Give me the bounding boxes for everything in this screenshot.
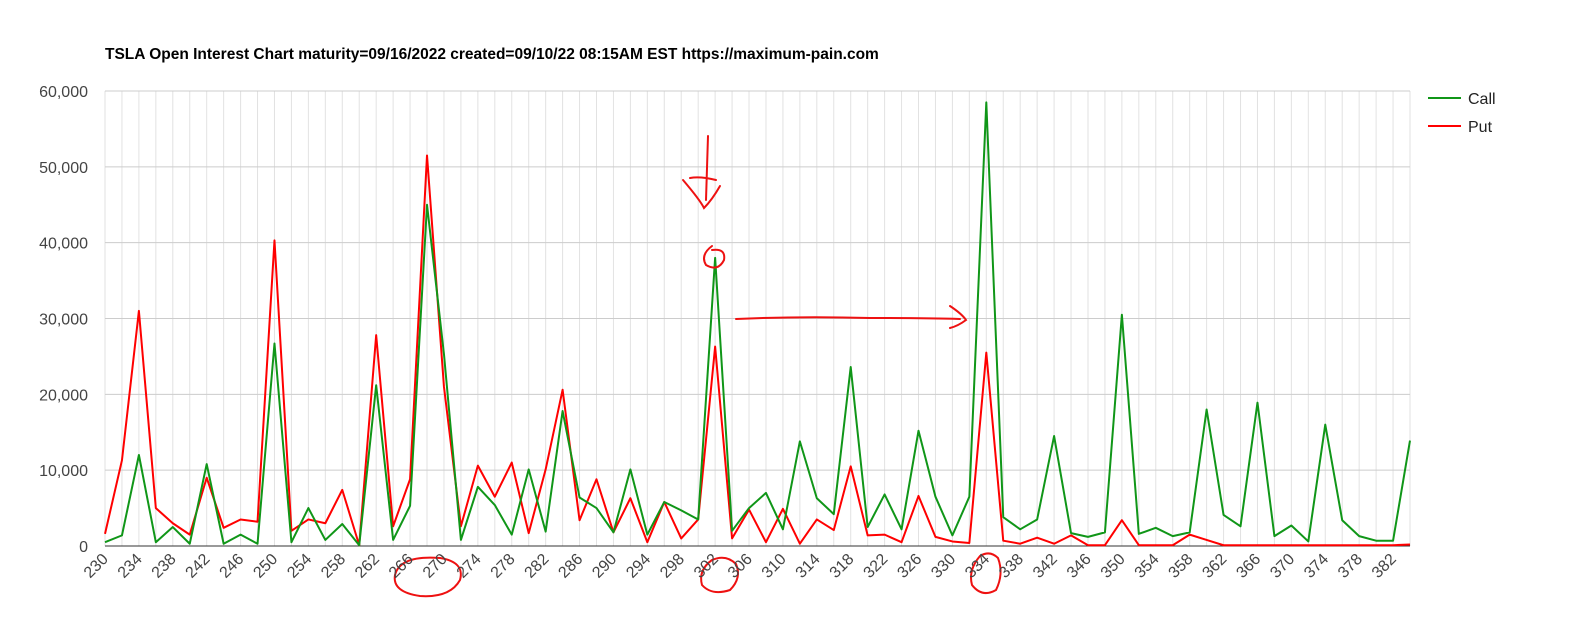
lines [104,101,1411,547]
grid [104,90,1411,547]
hand-circle [393,556,462,598]
chart-title: TSLA Open Interest Chart maturity=09/16/… [105,46,879,63]
series-line [104,154,1411,547]
hand-circle [970,552,1002,595]
hand-arrow [735,305,968,329]
hand-circle [700,556,739,594]
legend: Call Put [1428,91,1496,136]
y-tick-label: 60,000 [39,84,88,101]
legend-label: Put [1468,119,1493,136]
y-tick-label: 30,000 [39,312,88,329]
y-tick-label: 50,000 [39,160,88,177]
legend-label: Call [1468,91,1496,108]
hand-circle [703,245,726,269]
annotations [393,135,1002,598]
y-tick-label: 0 [79,539,88,556]
hand-mark [682,135,721,210]
y-tick-label: 20,000 [39,387,88,404]
series-line [104,101,1411,547]
y-tick-label: 40,000 [39,236,88,253]
y-tick-label: 10,000 [39,463,88,480]
